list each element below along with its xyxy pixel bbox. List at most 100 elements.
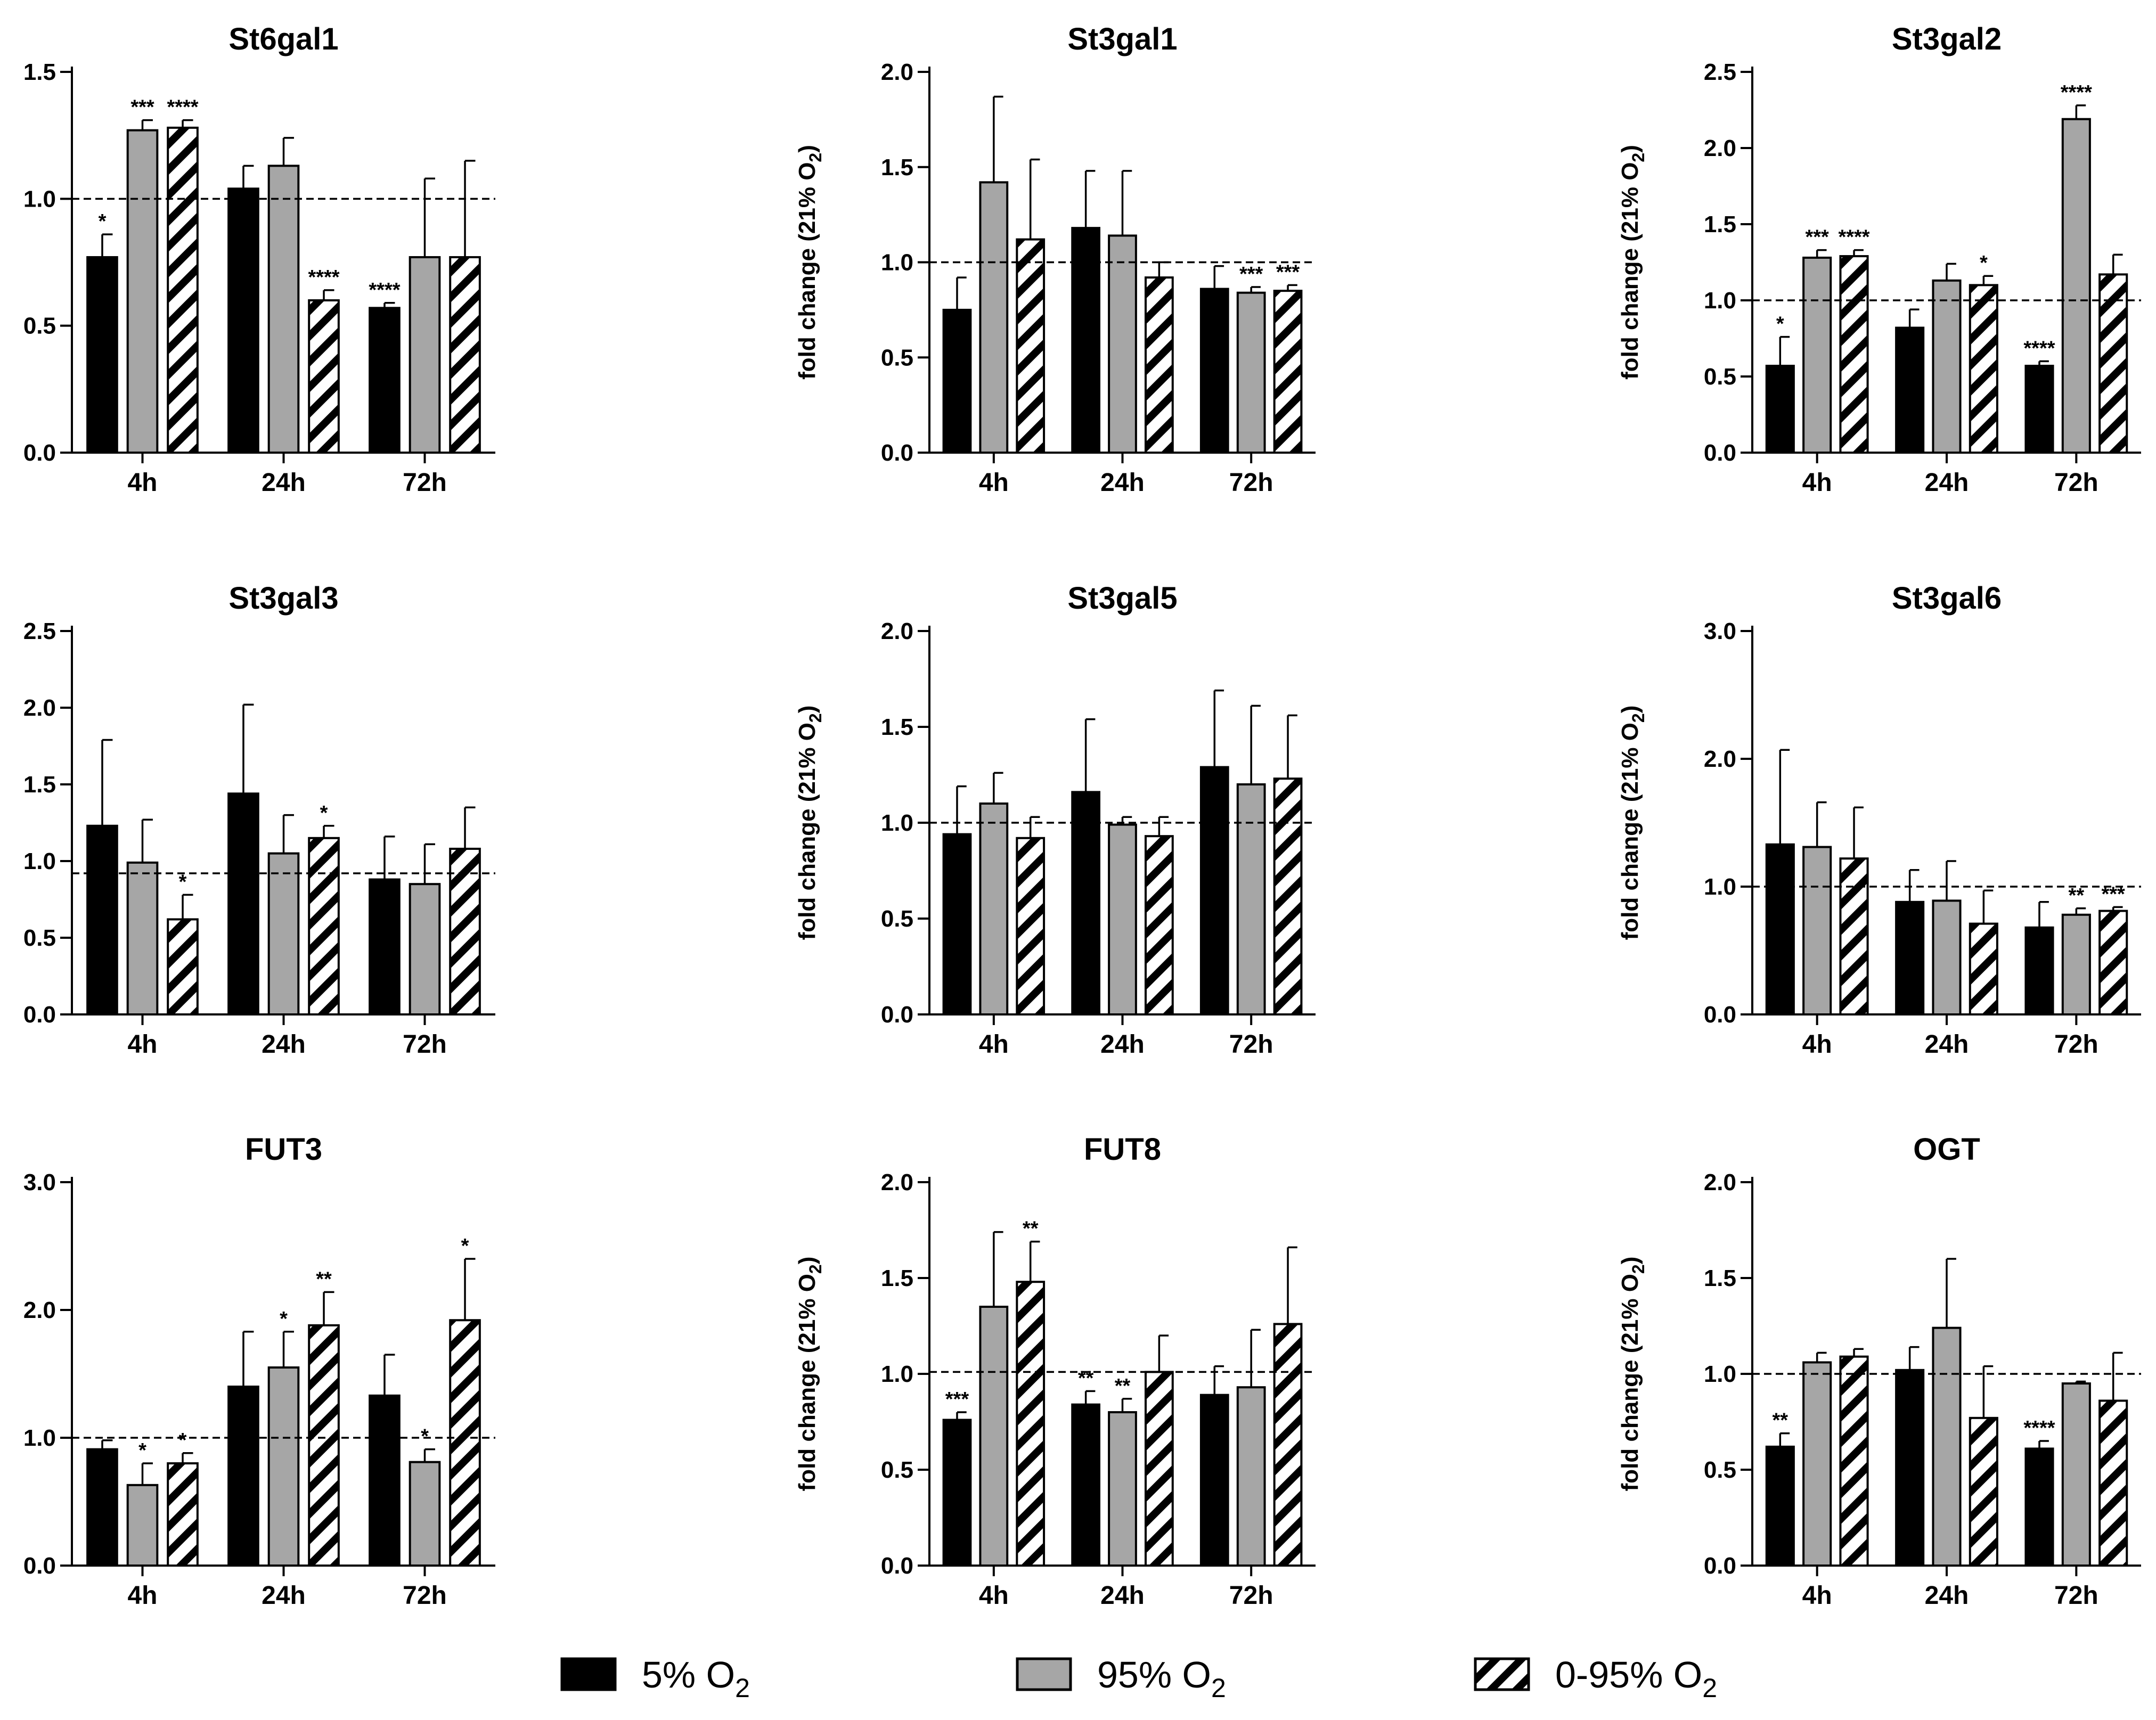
bar-s095 [449,1319,481,1567]
y-tick-label: 1.0 [1704,874,1736,900]
chart-title: OGT [1913,1132,1980,1167]
y-tick-label: 1.0 [1704,288,1736,314]
legend: 5% O2 95% O2 0-95% O2 [560,1654,1717,1703]
y-tick-label: 1.0 [881,250,913,276]
bar-s095 [1145,1371,1174,1567]
y-tick-label: 1.0 [881,810,913,836]
significance-label: **** [369,279,400,301]
chart-title: St6gal1 [228,22,338,56]
y-tick-label: 1.0 [23,186,56,212]
bar-s95 [979,802,1009,1015]
significance-label: ** [2069,884,2085,907]
y-tick-label: 2.0 [881,618,913,644]
y-tick-label: 1.0 [23,1425,56,1451]
bar-s095 [167,126,199,454]
bar-s095 [1969,284,1998,454]
bar-s5 [1199,766,1229,1015]
y-tick-label: 0.0 [881,440,913,466]
bar-s95 [2061,913,2091,1016]
bar-s095 [1273,1323,1303,1567]
bar-s95 [267,165,300,454]
chart-title: St3gal5 [1067,581,1177,616]
bar-s5 [1071,227,1100,454]
bar-s95 [126,861,159,1015]
bar-s5 [1071,791,1100,1016]
bar-s5 [2024,1447,2054,1567]
bar-s095 [1969,922,1998,1015]
bar-s5 [2024,926,2054,1016]
chart-panel: St6gal1fold change (21% O2)0.00.51.01.54… [23,22,495,497]
bar-s095 [1969,1416,1998,1567]
bar-s95 [1236,1386,1266,1567]
x-tick-label: 72h [1229,1582,1273,1610]
y-tick-label: 3.0 [1704,618,1736,644]
bar-s095 [2098,273,2128,454]
y-tick-label: 1.0 [23,848,56,874]
y-tick-label: 3.0 [23,1169,56,1195]
bar-s95 [409,256,441,454]
y-tick-label: 2.0 [1704,746,1736,772]
bar-s095 [449,256,481,454]
bar-s95 [267,1366,300,1567]
bar-s95 [979,1306,1009,1567]
legend-item-s095: 0-95% O2 [1474,1654,1717,1703]
significance-label: ** [316,1268,332,1290]
significance-label: * [99,210,107,233]
bar-s5 [227,792,259,1016]
y-tick-label: 0.5 [881,345,913,371]
bar-s95 [1932,899,1962,1016]
y-tick-label: 2.5 [1704,59,1736,85]
x-tick-label: 24h [262,1030,306,1059]
bar-s95 [1236,783,1266,1015]
significance-label: *** [945,1388,969,1411]
y-axis-label: fold change (21% O2) [794,145,825,380]
bar-s95 [1108,234,1137,454]
significance-label: * [421,1426,429,1448]
significance-label: *** [130,96,154,119]
significance-label: **** [2023,337,2055,359]
x-tick-label: 72h [403,1030,447,1059]
bar-s5 [86,1448,118,1567]
bar-s5 [369,307,401,454]
y-tick-label: 1.5 [23,772,56,798]
significance-label: ** [1023,1218,1039,1240]
x-tick-label: 4h [127,1030,157,1059]
bar-s095 [308,299,340,454]
y-axis-label: fold change (21% O2) [794,706,825,940]
x-tick-label: 4h [1802,1030,1832,1059]
significance-label: **** [167,96,198,119]
y-tick-label: 0.0 [1704,440,1736,466]
bar-s95 [1802,1361,1832,1567]
x-tick-label: 24h [1100,1582,1145,1610]
y-tick-label: 2.5 [23,618,56,644]
bar-s5 [942,833,972,1015]
chart-panel: St3gal2 fold change (21% O2) 0.0 0.5 1.0 1.5 2… [1617,22,2141,497]
y-tick-label: 0.5 [881,906,913,932]
bar-s095 [1016,238,1046,454]
y-tick-label: 0.0 [1704,1002,1736,1028]
bar-s095 [167,918,199,1015]
bar-s95 [126,1484,159,1567]
y-tick-label: 0.0 [23,1002,56,1028]
significance-label: * [320,802,328,824]
significance-label: * [179,1429,187,1452]
x-tick-label: 4h [979,1030,1009,1059]
bar-s95 [1932,279,1962,454]
chart-title: St3gal6 [1892,581,2002,616]
legend-label: 0-95% O2 [1555,1654,1717,1703]
x-tick-label: 4h [127,1582,157,1610]
chart-panel: St3gal3fold change (21% O2)0.00.51.01.52… [23,581,495,1059]
x-tick-label: 24h [1100,1030,1145,1059]
x-tick-label: 4h [1802,469,1832,497]
x-tick-label: 24h [262,469,306,497]
legend-swatch [1474,1657,1530,1691]
significance-label: **** [2061,81,2092,104]
x-tick-label: 72h [2054,1582,2098,1610]
y-tick-label: 1.5 [1704,211,1736,237]
x-tick-label: 24h [1925,469,1969,497]
chart-title: St3gal3 [228,581,338,616]
significance-label: * [1776,313,1784,335]
y-tick-label: 1.5 [1704,1265,1736,1291]
bar-s95 [126,129,159,454]
bar-s95 [1236,291,1266,454]
